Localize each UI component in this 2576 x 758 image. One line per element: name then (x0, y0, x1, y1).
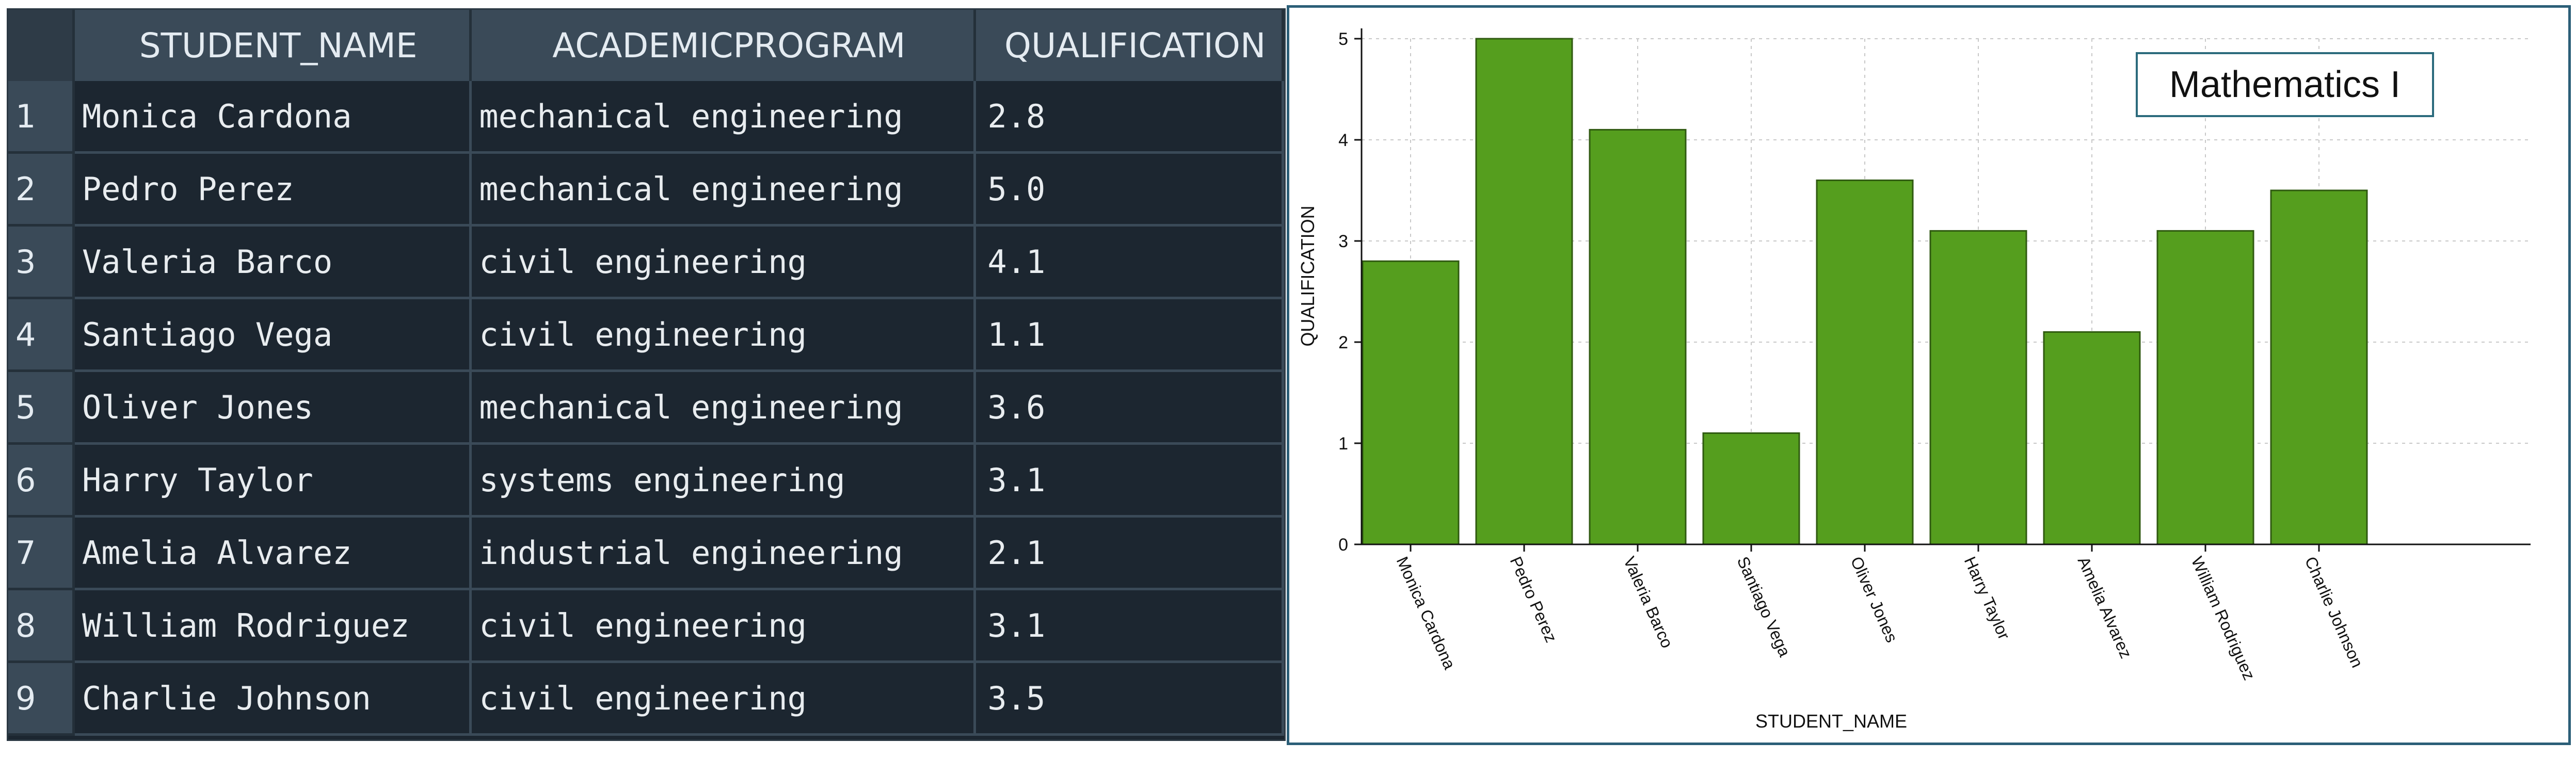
bar[interactable] (1929, 230, 2027, 545)
student-name-cell[interactable]: Harry Taylor (73, 443, 472, 518)
academic-program-cell[interactable]: industrial engineering (470, 516, 977, 590)
qualification-cell[interactable]: 3.1 (974, 589, 1284, 663)
table-row[interactable]: 5 Oliver Jones mechanical engineering 3.6 (8, 370, 1284, 445)
bar[interactable] (1475, 38, 1573, 545)
bar[interactable] (1589, 128, 1687, 545)
qualification-cell[interactable]: 3.5 (974, 662, 1284, 736)
x-tick-label: Santiago Vega (1734, 554, 1795, 659)
student-name-cell[interactable]: William Rodriguez (73, 589, 472, 663)
student-name-cell[interactable]: Charlie Johnson (73, 662, 472, 736)
y-tick-label: 5 (1338, 29, 1348, 49)
qualification-cell[interactable]: 1.1 (974, 298, 1284, 372)
y-tick-label: 0 (1338, 535, 1348, 555)
row-number-cell[interactable]: 2 (8, 152, 75, 227)
x-tick-label: Harry Taylor (1961, 554, 2014, 642)
row-number-cell[interactable]: 4 (8, 298, 75, 372)
table-row[interactable]: 6 Harry Taylor systems engineering 3.1 (8, 443, 1284, 518)
row-number-cell[interactable]: 5 (8, 370, 75, 445)
bar[interactable] (1816, 179, 1914, 545)
results-table: STUDENT_NAME ACADEMICPROGRAM QUALIFICATI… (8, 10, 1284, 736)
y-tick-label: 2 (1338, 333, 1348, 352)
bar[interactable] (2270, 189, 2368, 545)
y-tick-label: 4 (1338, 131, 1348, 150)
academic-program-cell[interactable]: mechanical engineering (470, 81, 977, 154)
academic-program-cell[interactable]: civil engineering (470, 225, 977, 299)
student-name-cell[interactable]: Amelia Alvarez (73, 516, 472, 590)
y-axis-label: QUALIFICATION (1297, 205, 1318, 346)
qualification-cell[interactable]: 4.1 (974, 225, 1284, 299)
select-all-corner[interactable] (8, 10, 75, 81)
column-header-academic-program[interactable]: ACADEMICPROGRAM (470, 10, 977, 81)
x-tick-label: Oliver Jones (1847, 554, 1901, 645)
qualification-cell[interactable]: 5.0 (974, 152, 1284, 227)
table-row[interactable]: 1 Monica Cardona mechanical engineering 2.8 (8, 81, 1284, 154)
qualification-cell[interactable]: 2.8 (974, 81, 1284, 154)
x-tick-label: Charlie Johnson (2301, 554, 2367, 670)
row-number-cell[interactable]: 1 (8, 81, 75, 154)
chart-title: Mathematics I (2136, 52, 2434, 117)
academic-program-cell[interactable]: systems engineering (470, 443, 977, 518)
column-header-student-name[interactable]: STUDENT_NAME (73, 10, 472, 81)
bar[interactable] (1362, 260, 1460, 545)
bar[interactable] (2156, 230, 2254, 545)
y-tick-label: 1 (1338, 434, 1348, 454)
academic-program-cell[interactable]: civil engineering (470, 298, 977, 372)
student-name-cell[interactable]: Oliver Jones (73, 370, 472, 445)
table-row[interactable]: 4 Santiago Vega civil engineering 1.1 (8, 298, 1284, 372)
qualification-cell[interactable]: 3.6 (974, 370, 1284, 445)
academic-program-cell[interactable]: mechanical engineering (470, 152, 977, 227)
x-tick-label: Pedro Perez (1507, 554, 1561, 645)
row-number-cell[interactable]: 6 (8, 443, 75, 518)
table-row[interactable]: 2 Pedro Perez mechanical engineering 5.0 (8, 152, 1284, 227)
table-row[interactable]: 7 Amelia Alvarez industrial engineering 2.1 (8, 516, 1284, 590)
results-grid[interactable]: STUDENT_NAME ACADEMICPROGRAM QUALIFICATI… (7, 8, 1286, 741)
x-axis-label: STUDENT_NAME (1755, 711, 1907, 732)
x-tick-label: Valeria Barco (1620, 554, 1677, 651)
student-name-cell[interactable]: Monica Cardona (73, 81, 472, 154)
bar[interactable] (1702, 432, 1800, 545)
bar-chart: 0 1 2 3 4 5 Monica Cardona Pedro Perez Valeria … (1297, 28, 2531, 732)
header-row: STUDENT_NAME ACADEMICPROGRAM QUALIFICATI… (8, 10, 1284, 81)
row-number-cell[interactable]: 9 (8, 662, 75, 736)
row-number-cell[interactable]: 8 (8, 589, 75, 663)
y-tick-label: 3 (1338, 232, 1348, 251)
chart-panel: 0 1 2 3 4 5 Monica Cardona Pedro Perez Valeria … (1287, 5, 2571, 745)
row-number-cell[interactable]: 3 (8, 225, 75, 299)
student-name-cell[interactable]: Valeria Barco (73, 225, 472, 299)
academic-program-cell[interactable]: civil engineering (470, 662, 977, 736)
x-tick-label: Monica Cardona (1393, 554, 1459, 672)
column-header-qualification[interactable]: QUALIFICATION (974, 10, 1284, 81)
student-name-cell[interactable]: Pedro Perez (73, 152, 472, 227)
x-tick-label: William Rodriguez (2188, 554, 2259, 683)
academic-program-cell[interactable]: mechanical engineering (470, 370, 977, 445)
qualification-cell[interactable]: 2.1 (974, 516, 1284, 590)
bar[interactable] (2043, 331, 2141, 545)
student-name-cell[interactable]: Santiago Vega (73, 298, 472, 372)
qualification-cell[interactable]: 3.1 (974, 443, 1284, 518)
academic-program-cell[interactable]: civil engineering (470, 589, 977, 663)
x-tick-label: Amelia Alvarez (2074, 554, 2136, 661)
table-row[interactable]: 3 Valeria Barco civil engineering 4.1 (8, 225, 1284, 299)
table-row[interactable]: 9 Charlie Johnson civil engineering 3.5 (8, 662, 1284, 736)
table-row[interactable]: 8 William Rodriguez civil engineering 3.1 (8, 589, 1284, 663)
row-number-cell[interactable]: 7 (8, 516, 75, 590)
